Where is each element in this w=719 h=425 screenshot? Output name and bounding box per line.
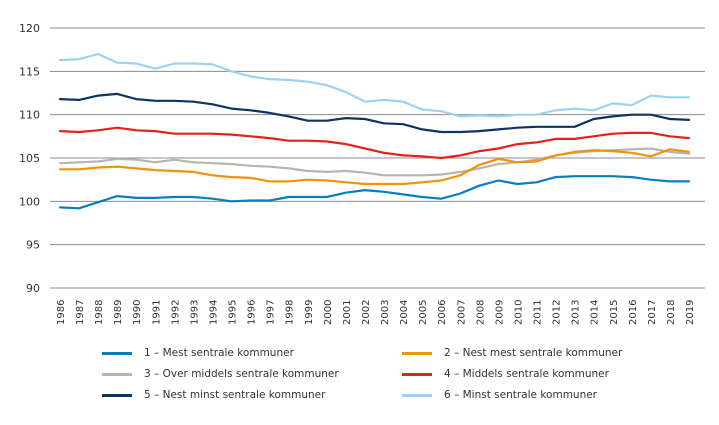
x-tick-label: 2003 — [380, 300, 391, 325]
x-tick-label: 2019 — [685, 300, 696, 325]
x-tick-label: 1986 — [56, 300, 67, 325]
y-tick-label: 90 — [26, 282, 40, 295]
x-tick-label: 2018 — [666, 300, 677, 325]
y-tick-label: 110 — [19, 109, 40, 122]
x-tick-label: 2011 — [533, 300, 544, 325]
x-tick-label: 2000 — [323, 300, 334, 325]
x-tick-label: 2014 — [590, 300, 601, 325]
x-tick-label: 1989 — [113, 300, 124, 325]
series-lines — [58, 52, 691, 210]
x-tick-label: 1999 — [304, 300, 315, 325]
legend-label-1: 1 – Mest sentrale kommuner — [144, 347, 294, 359]
series-line-3 — [58, 147, 691, 177]
x-tick-label: 1990 — [132, 300, 143, 325]
legend-label-4: 4 – Middels sentrale kommuner — [444, 368, 609, 380]
legend-item-6: 6 – Minst sentrale kommuner — [402, 389, 597, 401]
y-tick-label: 120 — [19, 22, 40, 35]
y-axis-ticks: 90 95 100 105 110 115 120 — [19, 22, 40, 295]
legend-item-3: 3 – Over middels sentrale kommuner — [102, 368, 339, 380]
series-line-2 — [58, 148, 691, 186]
x-tick-label: 2004 — [399, 300, 410, 325]
line-chart: 90 95 100 105 110 115 120 1986 1987 1988 1989 1990… — [19, 22, 705, 325]
legend-item-5: 5 – Nest minst sentrale kommuner — [102, 389, 325, 401]
series-line-5 — [58, 92, 691, 134]
x-tick-label: 2005 — [418, 300, 429, 325]
x-tick-label: 2013 — [571, 300, 582, 325]
x-tick-label: 1993 — [189, 300, 200, 325]
y-tick-label: 95 — [26, 239, 40, 252]
legend-label-5: 5 – Nest minst sentrale kommuner — [144, 389, 326, 401]
x-tick-label: 1988 — [94, 300, 105, 325]
legend-label-3: 3 – Over middels sentrale kommuner — [144, 368, 339, 380]
x-tick-label: 2007 — [456, 300, 467, 325]
legend-swatch-3 — [102, 372, 132, 376]
x-tick-label: 2017 — [647, 300, 658, 325]
legend-swatch-6 — [402, 393, 432, 397]
x-tick-label: 2015 — [609, 300, 620, 325]
x-tick-label: 1987 — [75, 300, 86, 325]
legend-swatch-1 — [102, 351, 132, 355]
legend-item-1: 1 – Mest sentrale kommuner — [102, 347, 294, 359]
legend-swatch-4 — [402, 372, 432, 376]
x-tick-label: 2012 — [552, 300, 563, 325]
legend-item-2: 2 – Nest mest sentrale kommuner — [402, 347, 622, 359]
x-tick-label: 1992 — [170, 300, 181, 325]
series-line-6 — [58, 52, 691, 118]
x-tick-label: 2002 — [361, 300, 372, 325]
x-tick-label: 1994 — [208, 300, 219, 325]
x-tick-label: 1995 — [228, 300, 239, 325]
x-tick-label: 1997 — [266, 300, 277, 325]
x-tick-label: 2008 — [475, 300, 486, 325]
x-axis-ticks: 1986 1987 1988 1989 1990 1991 1992 1993 1994 1995… — [56, 300, 696, 325]
legend-label-2: 2 – Nest mest sentrale kommuner — [444, 347, 623, 359]
x-tick-label: 2001 — [342, 300, 353, 325]
y-tick-label: 115 — [19, 65, 40, 78]
legend-label-6: 6 – Minst sentrale kommuner — [444, 389, 598, 401]
y-tick-label: 100 — [19, 195, 40, 208]
x-tick-label: 2016 — [628, 300, 639, 325]
legend-item-4: 4 – Middels sentrale kommuner — [402, 368, 609, 380]
legend-swatch-2 — [402, 351, 432, 355]
x-tick-label: 1991 — [151, 300, 162, 325]
x-tick-label: 2009 — [494, 300, 505, 325]
x-tick-label: 2010 — [513, 300, 524, 325]
x-tick-label: 2006 — [437, 300, 448, 325]
y-tick-label: 105 — [19, 152, 40, 165]
legend-swatch-5 — [102, 393, 132, 397]
x-tick-label: 1998 — [285, 300, 296, 325]
series-line-4 — [58, 126, 691, 160]
gridlines — [50, 27, 705, 289]
series-line-1 — [58, 175, 691, 210]
x-tick-label: 1996 — [247, 300, 258, 325]
